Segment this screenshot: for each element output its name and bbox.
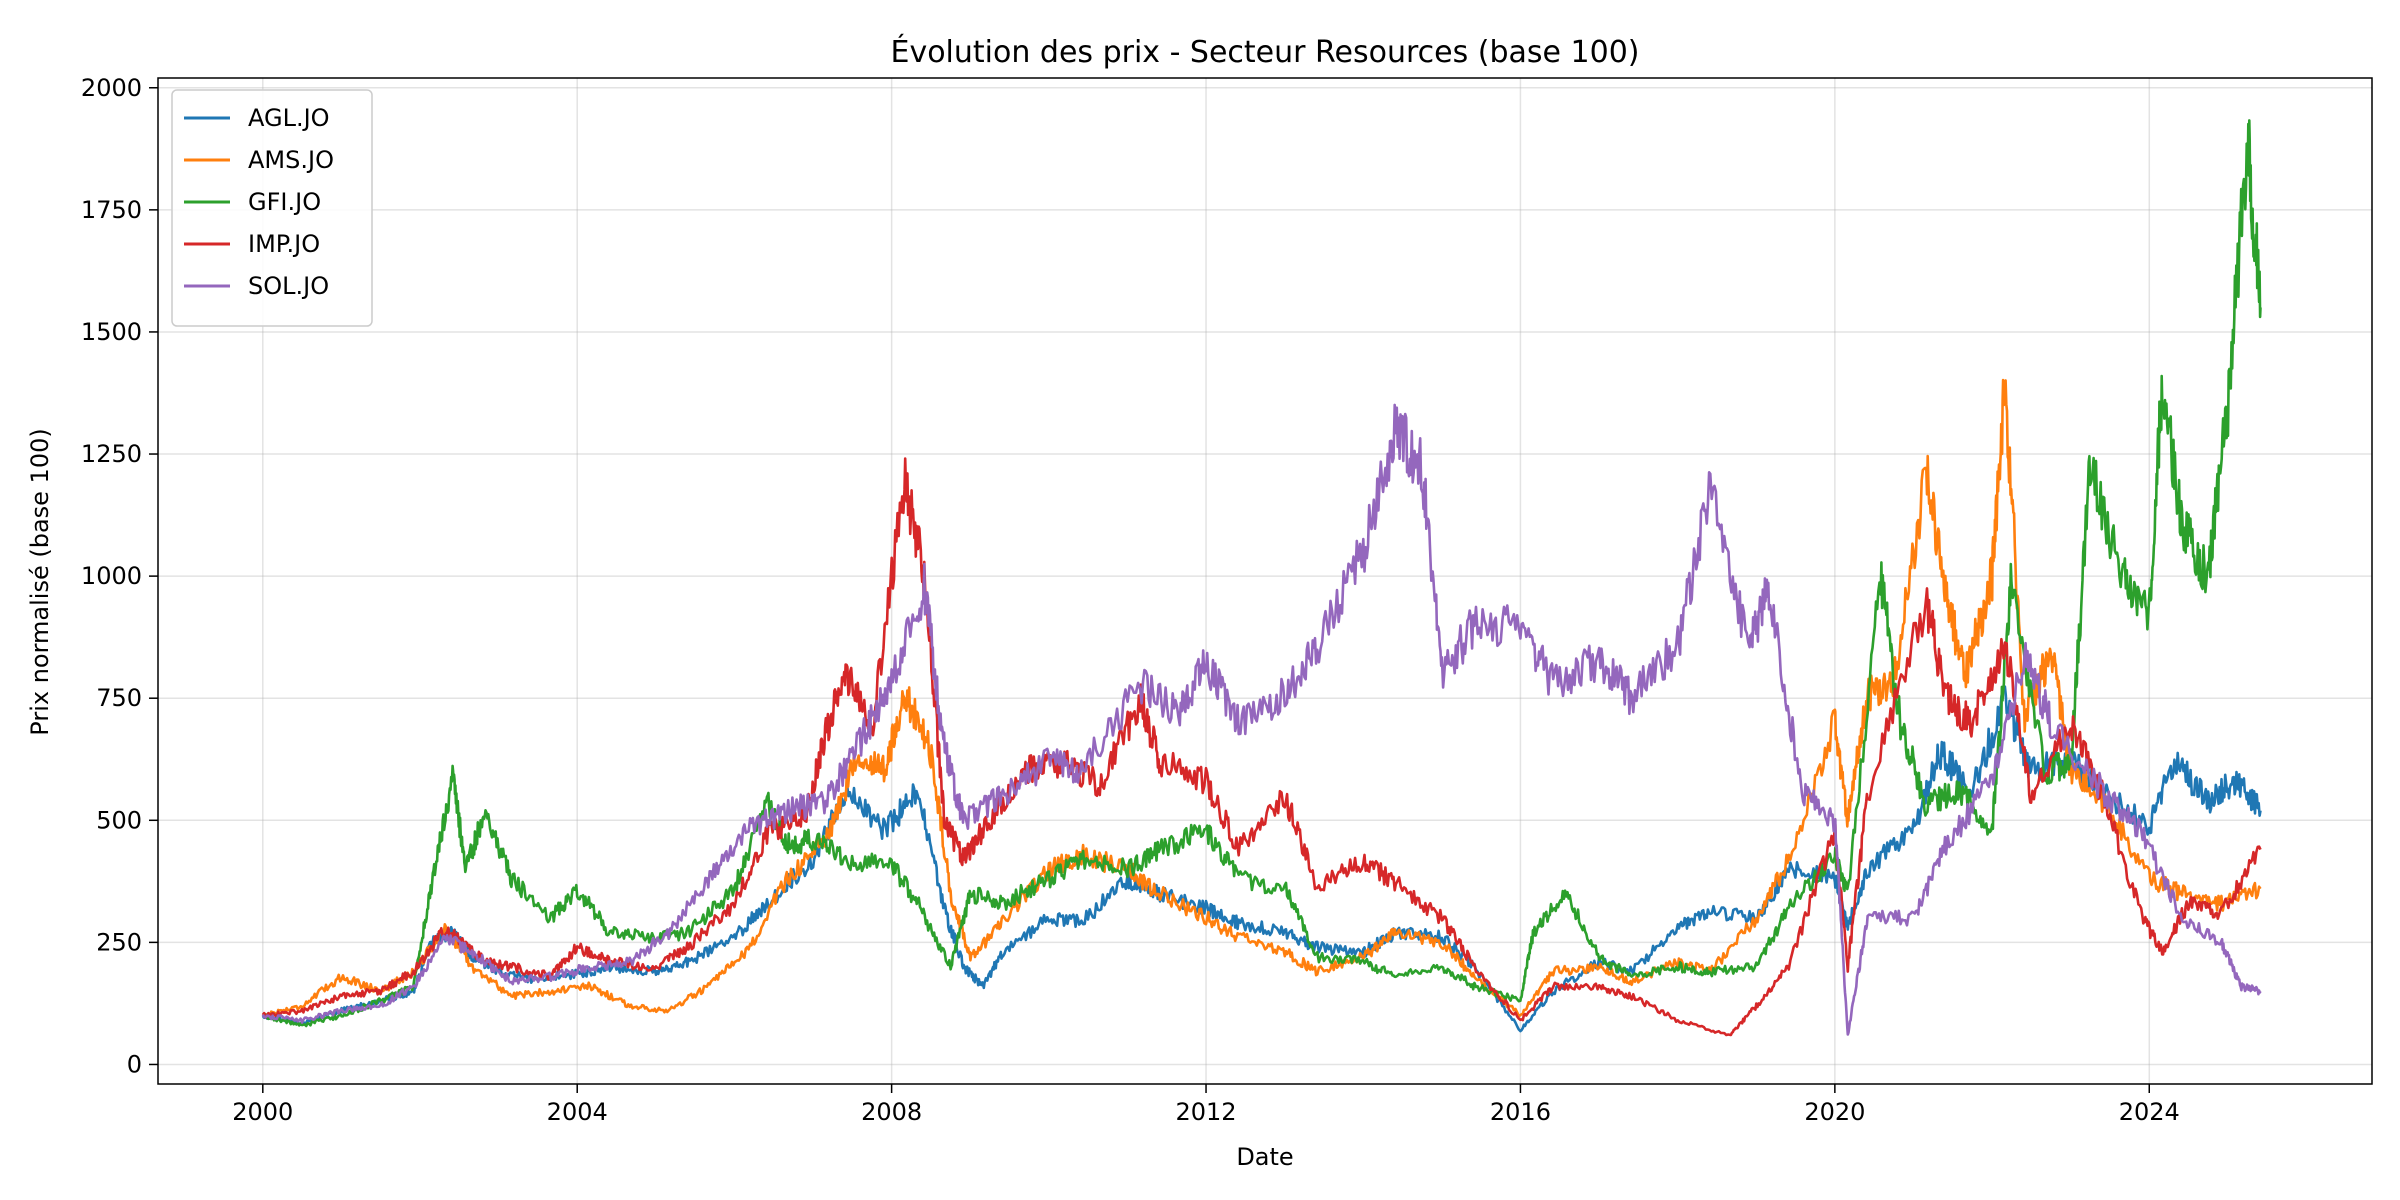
legend-box xyxy=(171,89,373,327)
series-line-ams-jo xyxy=(262,378,2262,1018)
y-axis-ticks: 0 250 500 750 1000 1250 1500 1750 2000 xyxy=(81,74,158,1078)
x-tick-label: 2012 xyxy=(1175,1098,1236,1126)
x-tick-label: 2000 xyxy=(232,1098,293,1126)
y-axis-label: Prix normalisé (base 100) xyxy=(26,428,54,735)
series-line-sol-jo xyxy=(261,403,2262,1036)
x-tick-label: 2004 xyxy=(547,1098,608,1126)
y-tick-label: 0 xyxy=(127,1050,142,1078)
chart-title: Évolution des prix - Secteur Resources (… xyxy=(890,34,1639,70)
chart-legend: AGL.JO AMS.JO GFI.JO IMP.JO SOL.JO xyxy=(171,89,373,327)
series-line-imp-jo xyxy=(261,457,2262,1037)
legend-label: GFI.JO xyxy=(248,188,321,216)
y-tick-label: 500 xyxy=(96,806,142,834)
legend-label: AMS.JO xyxy=(248,146,334,174)
y-tick-label: 1500 xyxy=(81,318,142,346)
x-tick-label: 2008 xyxy=(861,1098,922,1126)
x-tick-label: 2024 xyxy=(2119,1098,2180,1126)
plot-frame xyxy=(157,77,2373,1085)
y-tick-label: 750 xyxy=(96,684,142,712)
y-tick-label: 250 xyxy=(96,928,142,956)
x-axis-label: Date xyxy=(1236,1143,1293,1171)
legend-label: AGL.JO xyxy=(248,104,330,132)
y-tick-label: 1000 xyxy=(81,562,142,590)
y-tick-label: 1750 xyxy=(81,196,142,224)
y-tick-label: 2000 xyxy=(81,74,142,102)
x-tick-label: 2016 xyxy=(1490,1098,1551,1126)
y-tick-label: 1250 xyxy=(81,440,142,468)
x-tick-label: 2020 xyxy=(1804,1098,1865,1126)
series-line-agl-jo xyxy=(261,685,2262,1033)
legend-label: SOL.JO xyxy=(248,272,329,300)
x-axis-ticks: 2000 2004 2008 2012 2016 2020 2024 xyxy=(232,1084,2180,1126)
series-line-gfi-jo xyxy=(262,119,2262,1028)
legend-label: IMP.JO xyxy=(248,230,320,258)
series-lines xyxy=(261,119,2262,1037)
